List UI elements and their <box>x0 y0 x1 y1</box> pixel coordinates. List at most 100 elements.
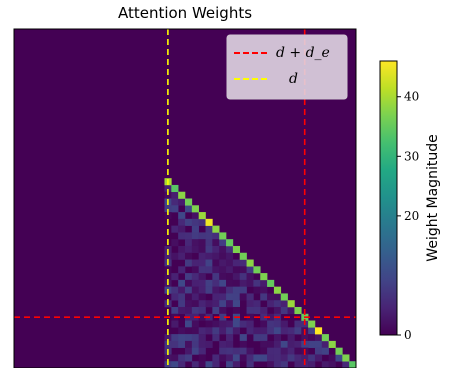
heatmap-diagonal-cell <box>178 191 186 199</box>
heatmap-cell <box>219 340 227 348</box>
heatmap-cell <box>198 273 206 281</box>
heatmap-diagonal-cell <box>287 300 295 308</box>
heatmap-cell <box>232 279 241 287</box>
heatmap-cell <box>191 306 199 315</box>
heatmap-cell <box>273 334 282 342</box>
heatmap-diagonal-cell <box>171 184 179 193</box>
heatmap-cell <box>308 327 316 335</box>
heatmap-cell <box>191 347 199 355</box>
heatmap-cell <box>191 245 199 254</box>
heatmap-cell <box>226 259 234 267</box>
heatmap-cell <box>191 225 199 233</box>
heatmap-cell <box>171 191 179 199</box>
heatmap-cell <box>246 306 254 315</box>
heatmap-cell <box>273 361 282 368</box>
heatmap-cell <box>185 347 193 355</box>
heatmap-cell <box>226 266 234 274</box>
heatmap-cell <box>260 306 268 315</box>
heatmap-cell <box>308 334 316 342</box>
heatmap-cell <box>198 279 206 287</box>
heatmap-cell <box>342 361 350 368</box>
heatmap-diagonal-cell <box>212 225 220 233</box>
colorbar-ticks: 0 20 30 40 <box>397 90 419 342</box>
heatmap-cell <box>185 327 193 335</box>
heatmap-cell <box>226 300 234 308</box>
heatmap-cell <box>178 198 186 206</box>
heatmap-cell <box>232 306 241 315</box>
heatmap-cell <box>239 334 247 342</box>
heatmap-cell <box>178 245 186 254</box>
heatmap-cell <box>321 340 329 348</box>
heatmap-cell <box>280 306 288 315</box>
heatmap-cell <box>321 361 329 368</box>
heatmap-cell <box>171 354 179 362</box>
heatmap-cell <box>239 320 247 328</box>
heatmap-cell <box>198 306 206 315</box>
heatmap-cell <box>205 340 213 348</box>
heatmap-cell <box>185 205 193 213</box>
heatmap-cell <box>239 293 247 301</box>
heatmap-cell <box>267 313 275 321</box>
heatmap-cell <box>198 340 206 348</box>
heatmap-cell <box>253 286 261 294</box>
legend-label-d: d <box>289 71 298 87</box>
heatmap-cell <box>198 232 206 240</box>
heatmap-cell <box>191 218 199 226</box>
heatmap-frame <box>13 28 357 368</box>
heatmap-cell <box>191 273 199 281</box>
heatmap-cell <box>232 320 241 328</box>
heatmap-cell <box>178 232 186 240</box>
heatmap-cell <box>287 354 295 362</box>
heatmap-cell <box>267 320 275 328</box>
heatmap-cell <box>185 259 193 267</box>
heatmap-cell <box>185 354 193 362</box>
heatmap-cell <box>226 354 234 362</box>
heatmap-cell <box>219 239 227 247</box>
heatmap-cell <box>246 273 254 281</box>
heatmap-cell <box>314 334 323 342</box>
heatmap-cell <box>198 293 206 301</box>
colorbar-tick-label: 40 <box>404 90 419 104</box>
heatmap-cell <box>260 286 268 294</box>
heatmap-cell <box>253 354 261 362</box>
heatmap-cell <box>212 259 220 267</box>
heatmap-cell <box>280 361 288 368</box>
heatmap-cell <box>198 286 206 294</box>
heatmap-cell <box>280 327 288 335</box>
heatmap-cell <box>164 205 172 213</box>
heatmap-cell <box>178 334 186 342</box>
heatmap-cell <box>191 293 199 301</box>
heatmap-cell <box>246 300 254 308</box>
heatmap-cell <box>205 225 213 233</box>
heatmap-cell <box>205 259 213 267</box>
heatmap-cell <box>219 300 227 308</box>
heatmap-cell <box>246 279 254 287</box>
heatmap-cell <box>205 252 213 260</box>
heatmap-cell <box>219 245 227 254</box>
heatmap-cell <box>185 245 193 254</box>
heatmap-diagonal-cell <box>239 252 247 260</box>
heatmap-diagonal-cell <box>349 361 356 368</box>
heatmap-cell <box>198 300 206 308</box>
heatmap-cell <box>273 354 282 362</box>
heatmap-diagonal-cell <box>246 259 254 267</box>
heatmap-cell <box>267 347 275 355</box>
heatmap-cell <box>267 300 275 308</box>
heatmap-cell <box>280 300 288 308</box>
heatmap-cell <box>260 334 268 342</box>
heatmap-cell <box>212 245 220 254</box>
heatmap-cell <box>171 205 179 213</box>
heatmap-cell <box>260 354 268 362</box>
heatmap-cell <box>226 347 234 355</box>
heatmap-diagonal-cell <box>260 273 268 281</box>
heatmap-cell <box>212 361 220 368</box>
heatmap-cell <box>314 347 323 355</box>
heatmap-diagonal-cell <box>205 218 213 226</box>
heatmap-cell <box>239 340 247 348</box>
legend-label-d-plus-de: d + d_e <box>276 45 330 61</box>
heatmap-diagonal-cell <box>253 266 261 274</box>
heatmap-diagonal-cell <box>273 286 282 294</box>
heatmap-cell <box>219 354 227 362</box>
heatmap-cell <box>198 361 206 368</box>
